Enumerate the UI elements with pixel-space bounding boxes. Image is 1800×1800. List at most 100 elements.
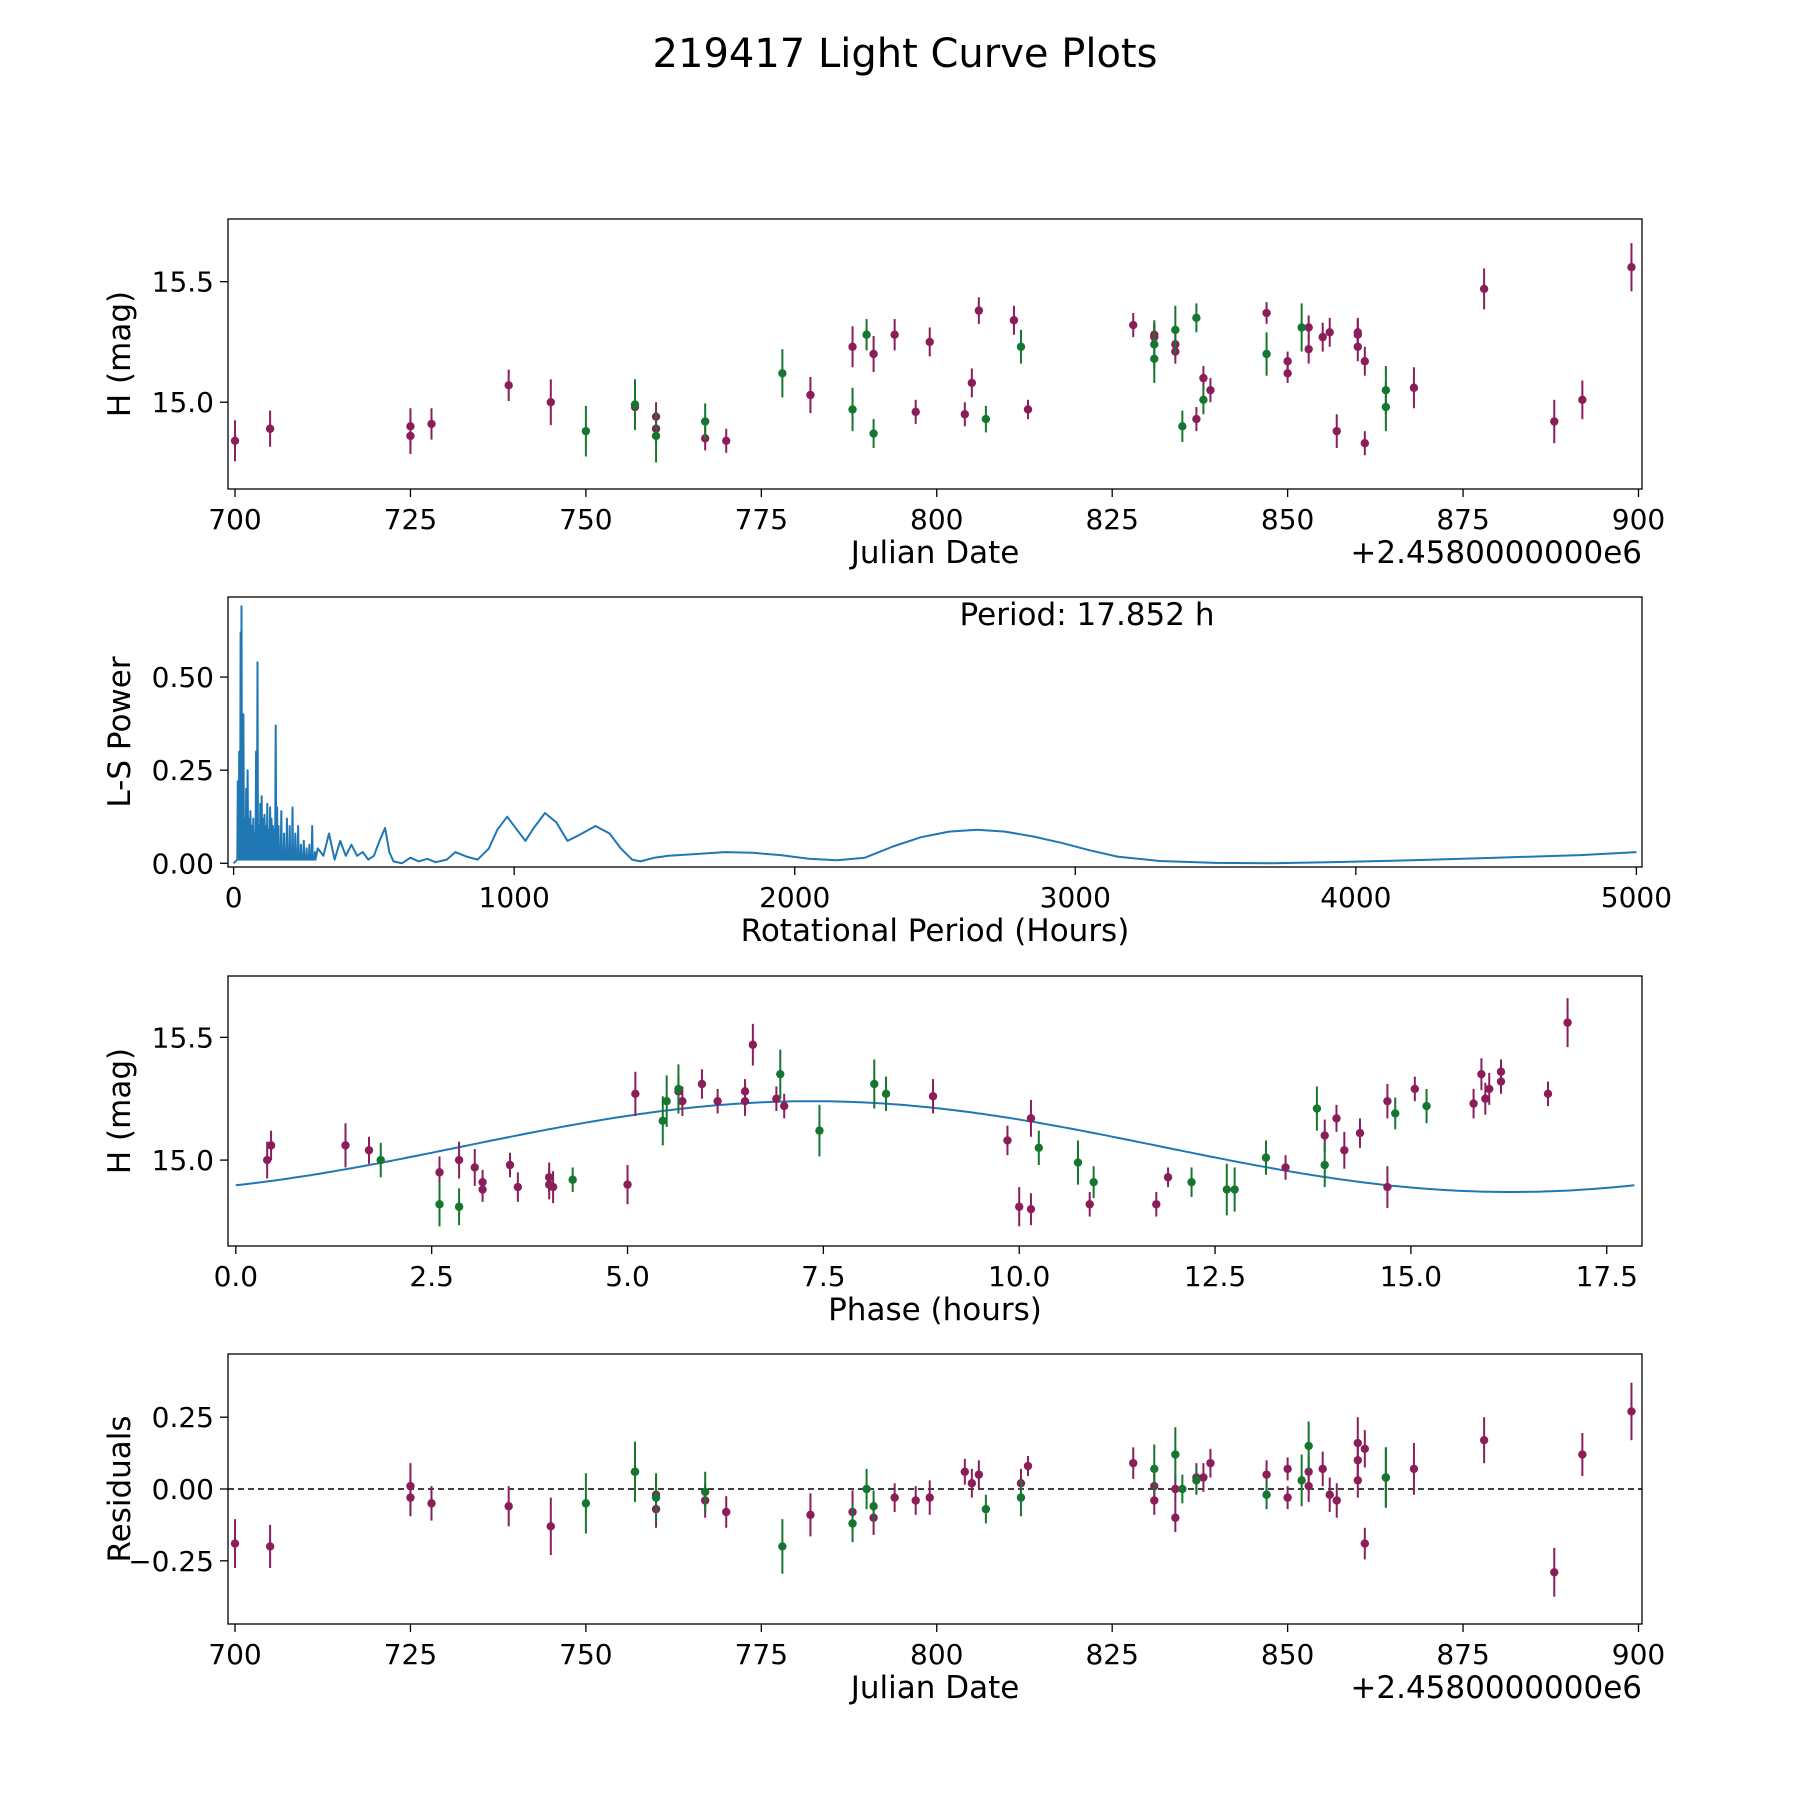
panel-phase-fold: 0.0 2.5 5.0 7.5 10.0 12.5 15.0 17.5 15.0 15.5 Phas… [102, 975, 1643, 1328]
data-point [925, 337, 934, 347]
data-point [513, 1182, 523, 1192]
data-point [470, 1163, 479, 1172]
y-tick-label: 15.0 [152, 386, 214, 419]
x-tick-label: 17.5 [1576, 1260, 1638, 1293]
data-point [1422, 1101, 1431, 1111]
data-point [1152, 1200, 1161, 1209]
data-point [1353, 1476, 1362, 1485]
x-tick-label: 875 [1436, 1638, 1489, 1671]
data-point [911, 407, 920, 417]
y-tick-label: 0.25 [152, 754, 214, 787]
y-tick-label: 15.5 [152, 266, 214, 299]
data-point [364, 1146, 374, 1155]
data-point [862, 1484, 871, 1494]
data-point [1129, 1458, 1138, 1468]
data-point [862, 330, 871, 339]
data-point [848, 1519, 857, 1528]
data-point [1485, 1084, 1494, 1094]
x-tick-label: 15.0 [1380, 1260, 1442, 1293]
x-tick-label: 750 [559, 503, 612, 536]
data-point [1262, 1490, 1271, 1499]
x-tick-label: 0 [225, 881, 243, 914]
data-point [266, 1141, 276, 1150]
data-point [504, 1502, 513, 1511]
data-point [1206, 1458, 1215, 1468]
data-point [869, 349, 878, 359]
data-point [1281, 1163, 1290, 1172]
x-tick-label: 900 [1612, 503, 1665, 536]
x-tick-label: 700 [208, 1638, 261, 1671]
data-point [505, 1160, 515, 1170]
x-tick-label: 875 [1436, 503, 1489, 536]
data-point [1304, 1481, 1313, 1491]
fit-curve [235, 1100, 1635, 1193]
data-point [1015, 1202, 1024, 1211]
data-point [427, 1499, 436, 1508]
axes-frame [227, 975, 1643, 1247]
data-point [1409, 1464, 1419, 1474]
data-point [1034, 1143, 1043, 1153]
data-point [1016, 342, 1026, 351]
x-tick-label: 750 [559, 1638, 612, 1671]
data-point [772, 1094, 781, 1103]
data-point [630, 1467, 640, 1476]
data-point [700, 417, 710, 426]
x-tick-label: 5.0 [605, 1260, 650, 1293]
data-point [967, 1479, 977, 1488]
data-point [1304, 1441, 1313, 1451]
data-point [662, 1096, 671, 1106]
series-green [376, 1049, 1431, 1227]
data-point [1383, 1096, 1392, 1106]
data-point [960, 410, 970, 419]
panel-residuals: 700 725 750 775 800 825 850 875 900 −0.25 0.00 0.25… [102, 1353, 1665, 1706]
data-point [1469, 1099, 1478, 1108]
data-point [1550, 1568, 1559, 1577]
data-point [1304, 344, 1313, 354]
data-point [779, 1101, 789, 1111]
data-point [1222, 1185, 1232, 1194]
data-point [778, 369, 787, 378]
data-point [1332, 426, 1341, 436]
data-point [869, 1502, 878, 1511]
data-point [1325, 1490, 1334, 1499]
data-point [890, 330, 899, 339]
data-point [546, 1522, 555, 1531]
data-point [581, 426, 591, 436]
data-point [1073, 1158, 1083, 1167]
data-point [928, 1092, 938, 1101]
data-point [815, 1126, 824, 1135]
x-tick-label: 1000 [479, 881, 550, 914]
data-point [1353, 342, 1362, 351]
axes-frame [227, 218, 1643, 490]
data-point [1391, 1109, 1400, 1118]
y-axis-label: H (mag) [102, 291, 138, 417]
data-point [1297, 1476, 1306, 1485]
data-point [548, 1182, 558, 1192]
data-point [1381, 1473, 1391, 1482]
x-axis-label: Julian Date [849, 1670, 1020, 1706]
data-point [1297, 323, 1306, 332]
y-tick-label: −0.25 [128, 1545, 214, 1578]
x-tick-label: 775 [735, 503, 788, 536]
data-point [678, 1096, 687, 1106]
x-tick-label: 7.5 [801, 1260, 846, 1293]
data-point [1360, 1539, 1370, 1548]
data-point [341, 1141, 350, 1150]
data-point [568, 1175, 577, 1184]
data-point [1192, 313, 1201, 323]
data-point [1381, 402, 1391, 412]
series-magenta [262, 998, 1572, 1227]
data-point [1230, 1185, 1239, 1194]
data-point [1332, 1114, 1341, 1123]
data-point [651, 431, 661, 441]
data-point [722, 436, 731, 445]
data-point [722, 1507, 731, 1517]
data-point [1023, 405, 1033, 414]
data-point [1262, 349, 1271, 359]
data-point [651, 1493, 661, 1502]
x-axis-label: Julian Date [849, 535, 1020, 571]
data-point [454, 1202, 464, 1211]
data-point [1003, 1136, 1012, 1145]
data-point [631, 1089, 640, 1099]
data-point [630, 400, 640, 409]
